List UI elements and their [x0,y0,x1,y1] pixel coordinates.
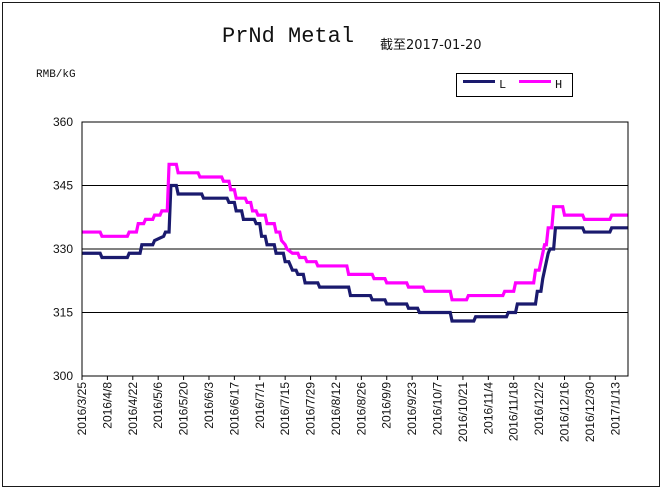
x-tick-label: 2016/3/25 [75,382,89,436]
x-tick-label: 2016/11/18 [507,382,521,441]
gridlines [82,185,628,313]
x-tick-label: 2016/12/30 [583,382,597,442]
series-line-h [82,162,628,302]
y-tick-label: 345 [53,179,73,193]
legend-swatch-l [463,80,495,83]
y-tick-label: 300 [53,369,73,383]
series-lines [82,162,628,323]
y-tick-label: 315 [53,306,73,320]
x-tick-label: 2016/10/21 [456,382,470,442]
x-tick-label: 2016/4/8 [100,382,114,429]
legend-label-l: L [499,78,507,92]
x-tick-label: 2016/6/3 [202,382,216,429]
y-tick-label: 330 [53,242,73,256]
legend-swatch-h [519,80,551,83]
x-tick-label: 2016/11/4 [481,382,495,435]
x-tick-label: 2016/9/9 [380,382,394,429]
plot-area-border [81,121,629,377]
chart-subtitle: 截至2017-01-20 [380,38,482,53]
x-tick-label: 2017/1/13 [608,382,622,436]
x-tick-label: 2016/7/29 [304,382,318,436]
y-axis-tick-labels: 300 315 330 345 360 [53,115,73,383]
x-axis-ticks [81,376,616,380]
x-tick-label: 2016/12/2 [532,382,546,436]
legend-label-h: H [555,78,563,92]
x-tick-label: 2016/9/23 [405,382,419,436]
x-tick-label: 2016/8/26 [354,382,368,436]
x-axis-tick-labels: 2016/3/25 2016/4/8 2016/4/22 2016/5/6 2016/5… [75,382,622,442]
series-line-l [82,183,628,323]
x-tick-label: 2016/5/6 [151,382,165,429]
x-tick-label: 2016/4/22 [126,382,140,436]
x-tick-label: 2016/12/16 [558,382,572,442]
y-tick-label: 360 [53,115,73,129]
legend: L H [456,73,573,97]
x-tick-label: 2016/6/17 [227,382,241,436]
x-tick-label: 2016/5/20 [177,382,191,436]
x-tick-label: 2016/7/15 [278,382,292,436]
chart-title: PrNd Metal [222,24,355,49]
x-tick-label: 2016/7/1 [253,382,267,429]
x-tick-label: 2016/10/7 [431,382,445,436]
x-tick-label: 2016/8/12 [329,382,343,436]
y-axis-unit-label: RMB/kG [36,69,76,81]
